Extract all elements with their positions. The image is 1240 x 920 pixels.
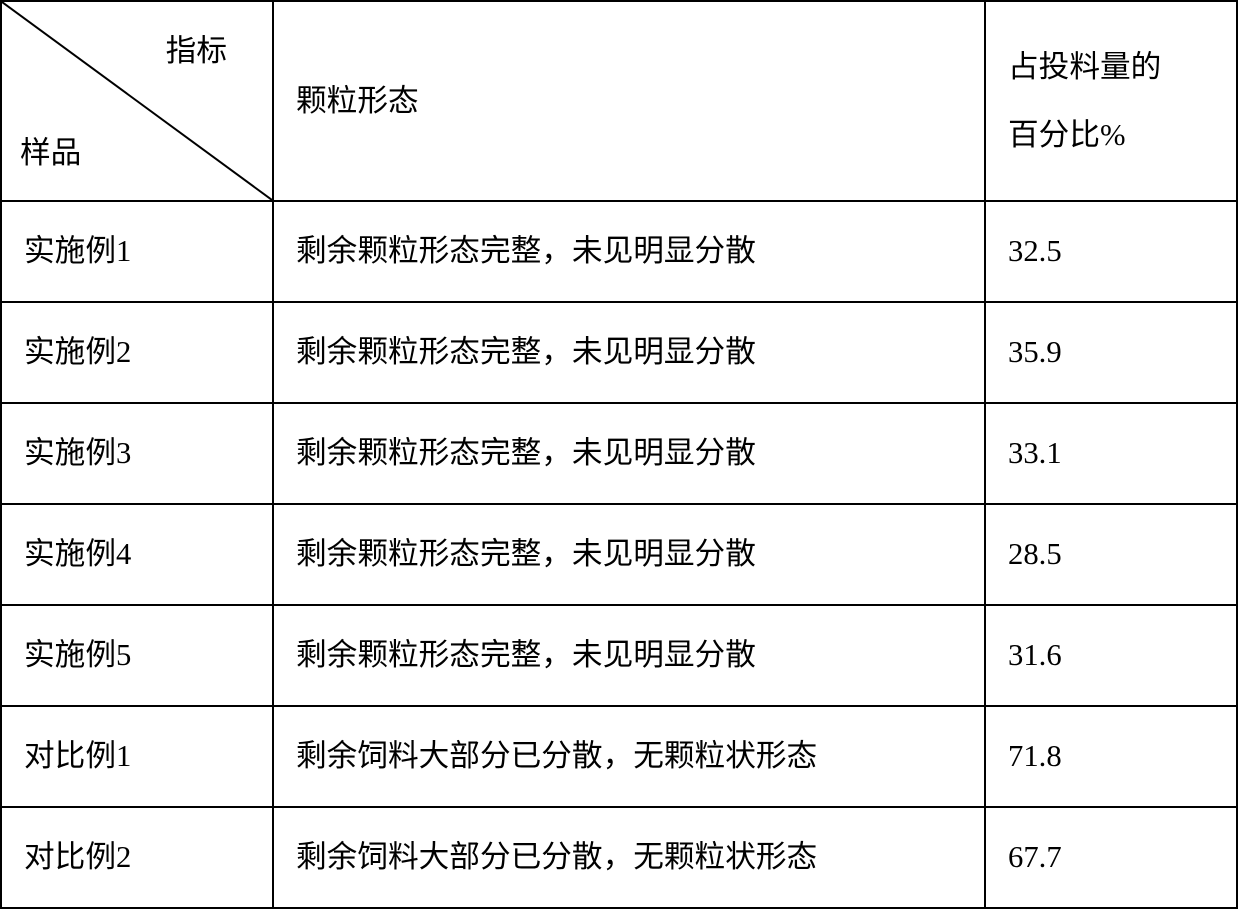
cell-percentage: 32.5 <box>985 201 1237 302</box>
table-header-row: 指标 样品 颗粒形态 占投料量的 百分比% <box>1 1 1237 201</box>
table-row: 实施例5剩余颗粒形态完整，未见明显分散31.6 <box>1 605 1237 706</box>
header-percentage-line2: 百分比% <box>1008 106 1216 164</box>
cell-morphology: 剩余颗粒形态完整，未见明显分散 <box>273 302 985 403</box>
cell-sample: 实施例5 <box>1 605 273 706</box>
header-percentage-line1: 占投料量的 <box>1008 38 1216 96</box>
cell-percentage: 67.7 <box>985 807 1237 908</box>
cell-morphology: 剩余饲料大部分已分散，无颗粒状形态 <box>273 706 985 807</box>
cell-sample: 实施例4 <box>1 504 273 605</box>
cell-morphology: 剩余颗粒形态完整，未见明显分散 <box>273 504 985 605</box>
cell-sample: 实施例3 <box>1 403 273 504</box>
cell-percentage: 31.6 <box>985 605 1237 706</box>
cell-percentage: 35.9 <box>985 302 1237 403</box>
cell-percentage: 71.8 <box>985 706 1237 807</box>
cell-percentage: 33.1 <box>985 403 1237 504</box>
table-row: 实施例2剩余颗粒形态完整，未见明显分散35.9 <box>1 302 1237 403</box>
header-morphology-label: 颗粒形态 <box>296 84 419 118</box>
cell-morphology: 剩余颗粒形态完整，未见明显分散 <box>273 403 985 504</box>
cell-sample: 实施例1 <box>1 201 273 302</box>
table-row: 实施例3剩余颗粒形态完整，未见明显分散33.1 <box>1 403 1237 504</box>
data-table: 指标 样品 颗粒形态 占投料量的 百分比% 实施例1剩余颗粒形态完整，未见明显分… <box>0 0 1238 909</box>
cell-sample: 对比例1 <box>1 706 273 807</box>
header-percentage-cell: 占投料量的 百分比% <box>985 1 1237 201</box>
header-morphology-cell: 颗粒形态 <box>273 1 985 201</box>
header-diagonal-cell: 指标 样品 <box>1 1 273 201</box>
table-row: 实施例4剩余颗粒形态完整，未见明显分散28.5 <box>1 504 1237 605</box>
table-row: 对比例2剩余饲料大部分已分散，无颗粒状形态67.7 <box>1 807 1237 908</box>
cell-sample: 实施例2 <box>1 302 273 403</box>
table-row: 实施例1剩余颗粒形态完整，未见明显分散32.5 <box>1 201 1237 302</box>
cell-sample: 对比例2 <box>1 807 273 908</box>
cell-percentage: 28.5 <box>985 504 1237 605</box>
table-container: 指标 样品 颗粒形态 占投料量的 百分比% 实施例1剩余颗粒形态完整，未见明显分… <box>0 0 1240 920</box>
header-diagonal-top-label: 指标 <box>166 22 227 80</box>
cell-morphology: 剩余颗粒形态完整，未见明显分散 <box>273 201 985 302</box>
cell-morphology: 剩余饲料大部分已分散，无颗粒状形态 <box>273 807 985 908</box>
cell-morphology: 剩余颗粒形态完整，未见明显分散 <box>273 605 985 706</box>
header-diagonal-bottom-label: 样品 <box>20 124 81 182</box>
table-row: 对比例1剩余饲料大部分已分散，无颗粒状形态71.8 <box>1 706 1237 807</box>
